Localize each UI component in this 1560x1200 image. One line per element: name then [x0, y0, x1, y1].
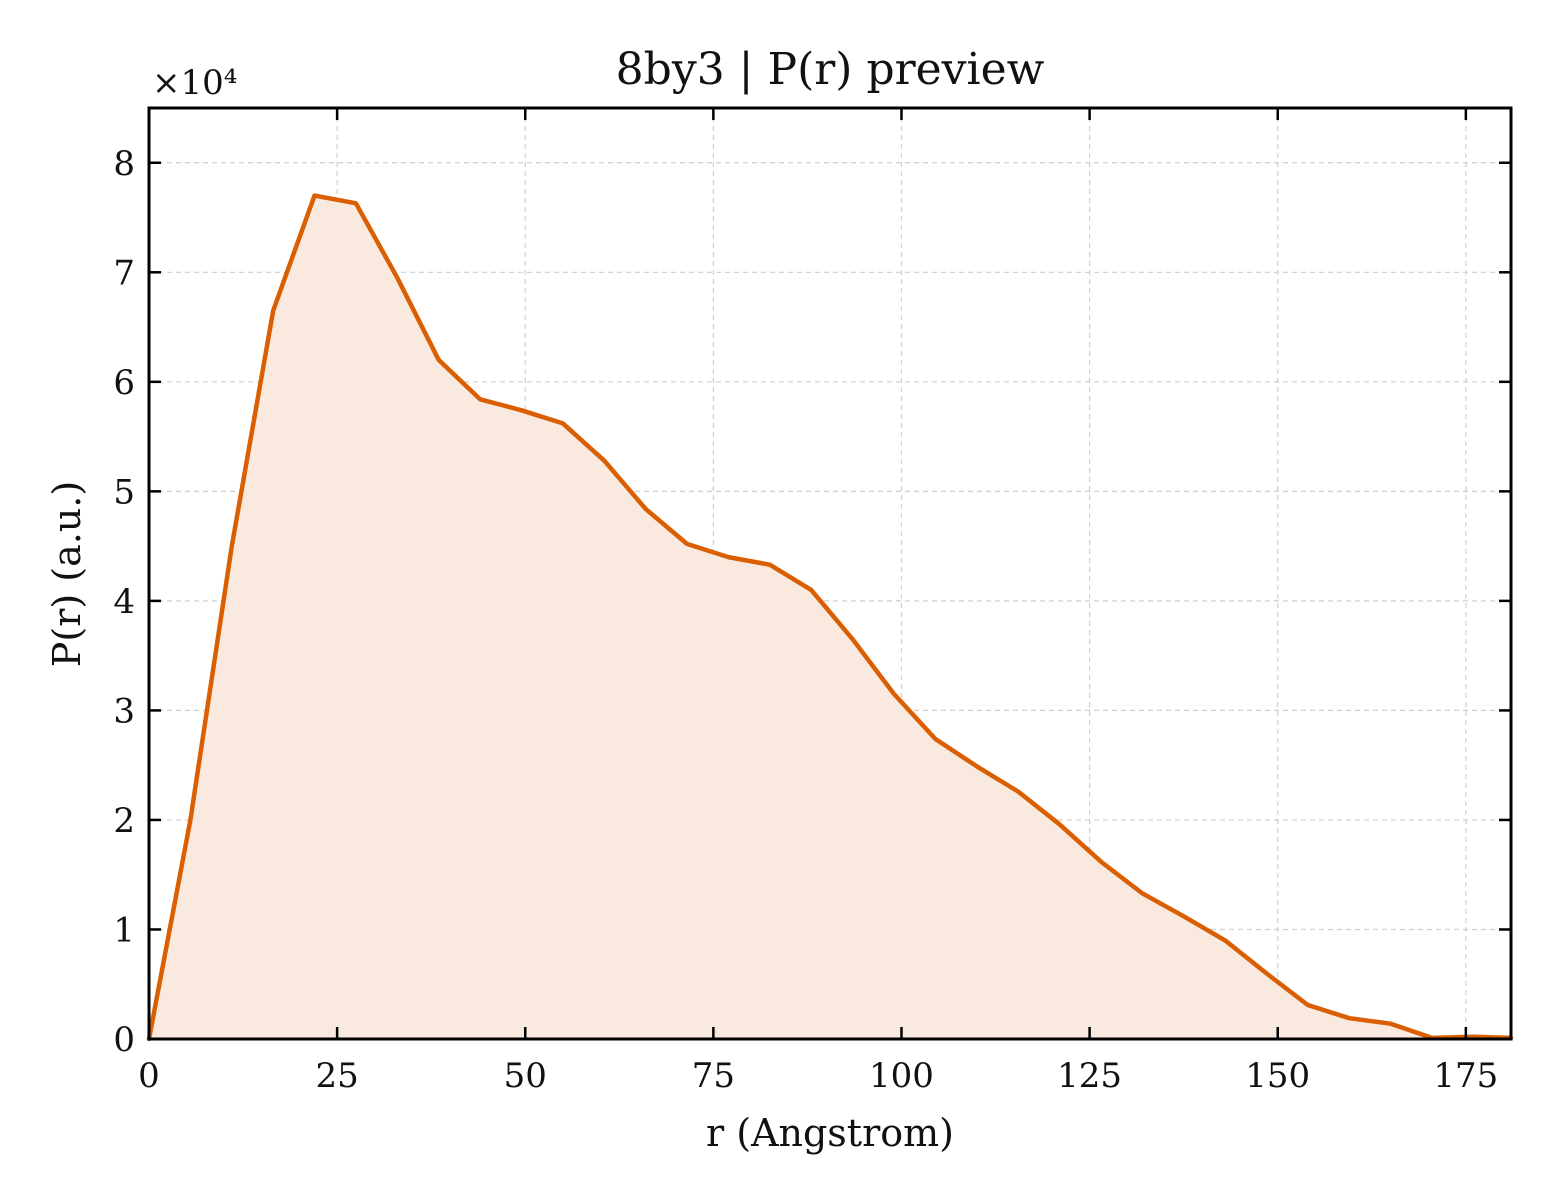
y-tick-label: 7 [113, 253, 135, 293]
y-tick-label: 8 [113, 144, 135, 184]
series-line [146, 193, 1514, 1042]
x-tick-label: 75 [692, 1056, 735, 1096]
y-tick-label: 3 [113, 691, 135, 731]
x-tick-label: 150 [1245, 1056, 1310, 1096]
y-axis-label: P(r) (a.u.) [45, 481, 89, 667]
y-tick-label: 2 [113, 801, 135, 841]
y-tick-label: 1 [113, 910, 135, 950]
x-tick-label: 100 [869, 1056, 934, 1096]
y-offset-label: ×10⁴ [152, 63, 237, 103]
x-axis-label: r (Angstrom) [706, 1111, 954, 1155]
x-tick-label: 175 [1433, 1056, 1498, 1096]
ticks: 0 25 50 75 100 125 150 175 0 1 2 3 4 5 6 7 8 [113, 108, 1511, 1096]
chart-title: 8by3 | P(r) preview [616, 44, 1045, 95]
area-fill [149, 195, 1511, 1040]
y-tick-label: 0 [113, 1020, 135, 1060]
y-tick-label: 6 [113, 363, 135, 403]
y-tick-label: 5 [113, 472, 135, 512]
x-tick-label: 50 [504, 1056, 547, 1096]
x-tick-label: 125 [1057, 1056, 1122, 1096]
x-tick-label: 0 [138, 1056, 160, 1096]
x-tick-label: 25 [315, 1056, 358, 1096]
y-tick-label: 4 [113, 582, 135, 622]
plot-frame [147, 106, 1513, 1041]
